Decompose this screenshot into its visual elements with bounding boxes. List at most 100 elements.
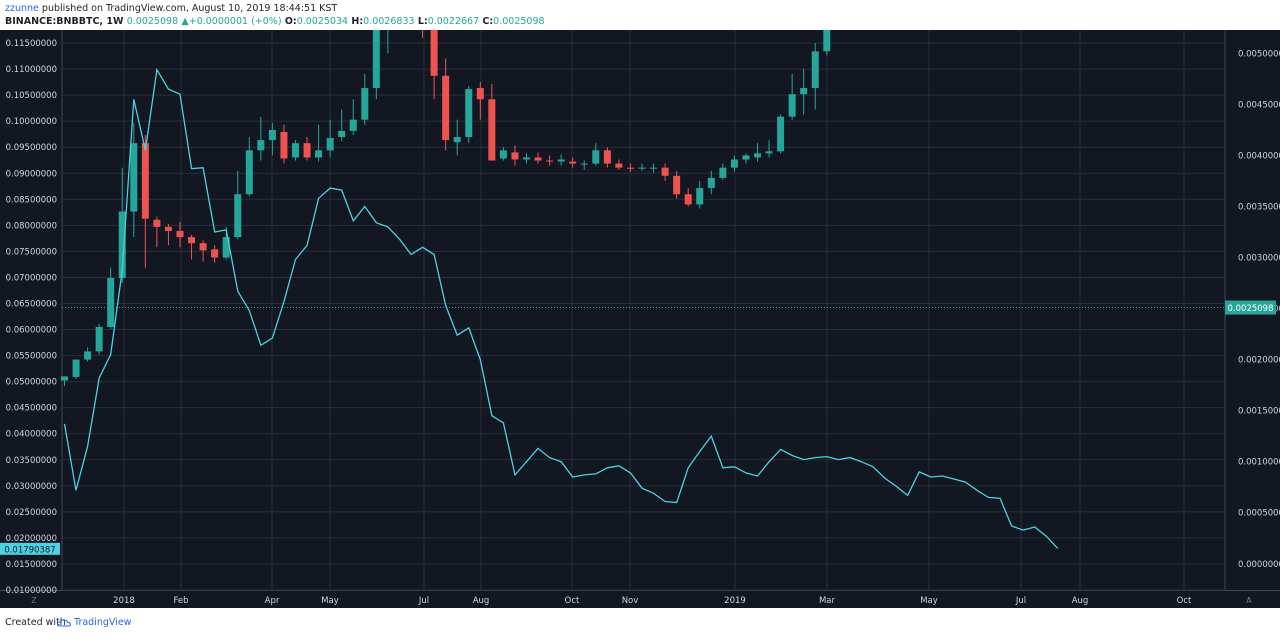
left-tick-label: 0.05500000 xyxy=(6,352,57,362)
left-tick-label: 0.02000000 xyxy=(6,534,57,544)
right-price-badge xyxy=(1225,300,1276,315)
candle-body xyxy=(188,237,196,244)
chart-area[interactable]: 0.11500000 0.11000000 0.10500000 0.10000000… xyxy=(0,0,1280,608)
candle-body xyxy=(696,188,704,205)
candle-body xyxy=(130,143,138,212)
candle-body xyxy=(811,51,819,89)
publish-line: zzunne published on TradingView.com, Aug… xyxy=(5,3,337,14)
right-price-badge-label: 0.0025098 xyxy=(1228,304,1274,314)
candle-body xyxy=(638,167,646,169)
corner-z-label: Z xyxy=(31,596,37,605)
candle-body xyxy=(118,211,126,278)
left-tick-label: 0.01000000 xyxy=(6,586,57,596)
x-tick-label: May xyxy=(321,596,339,606)
low-label: L: xyxy=(417,16,428,27)
candle-body xyxy=(511,152,519,160)
candle-body xyxy=(615,163,623,168)
change-arrow-icon: ▲ xyxy=(181,16,189,27)
candle-body xyxy=(661,167,669,176)
x-tick-label: 2018 xyxy=(113,596,135,606)
candle-body xyxy=(626,167,634,169)
candle-body xyxy=(499,150,507,159)
close-value: 0.0025098 xyxy=(493,16,545,27)
comparison-line xyxy=(63,67,1059,549)
x-tick-label: Jul xyxy=(418,596,429,606)
close-label: C: xyxy=(482,16,494,27)
price-change: +0.0000001 (+0%) xyxy=(188,16,282,27)
x-tick-label: 2019 xyxy=(724,596,746,606)
last-price: 0.0025098 xyxy=(126,16,179,27)
left-price-badge xyxy=(0,542,60,555)
candle-body xyxy=(61,376,68,381)
candle-body xyxy=(372,27,380,89)
left-tick-label: 0.10500000 xyxy=(6,91,57,101)
x-tick-label: Apr xyxy=(265,596,280,606)
candle-body xyxy=(580,163,588,165)
left-tick-label: 0.11000000 xyxy=(6,65,57,75)
candle-body xyxy=(257,140,265,151)
x-tick-label: Feb xyxy=(173,596,188,606)
left-tick-label: 0.11500000 xyxy=(6,39,57,49)
left-price-badge-label: 0.01790387 xyxy=(4,545,55,555)
left-tick-label: 0.05000000 xyxy=(6,378,57,388)
tradingview-logo[interactable]: TradingView xyxy=(57,617,131,628)
candle-body xyxy=(730,159,738,168)
candle-body xyxy=(650,167,658,169)
left-tick-label: 0.06000000 xyxy=(6,326,57,336)
candle-body xyxy=(800,88,808,95)
x-tick-label: Oct xyxy=(565,596,580,606)
candle-body xyxy=(326,138,334,151)
right-tick-label: 0.0000000 xyxy=(1238,560,1280,570)
right-tick-label: 0.0020000 xyxy=(1238,356,1280,366)
created-with-label: Created with xyxy=(5,617,66,628)
candle-body xyxy=(684,194,692,205)
right-tick-label: 0.0005000 xyxy=(1238,509,1280,519)
candle-body xyxy=(199,243,207,251)
candle-body xyxy=(442,75,450,141)
left-tick-label: 0.07500000 xyxy=(6,247,57,257)
candle-body xyxy=(488,99,496,161)
left-tick-label: 0.01500000 xyxy=(6,560,57,570)
left-tick-label: 0.10000000 xyxy=(6,117,57,127)
candle-body xyxy=(95,326,103,352)
candle-body xyxy=(430,27,438,76)
candle-body xyxy=(72,359,80,377)
candle-body xyxy=(338,130,346,138)
candle-body xyxy=(234,194,242,238)
author-link[interactable]: zzunne xyxy=(5,3,39,14)
right-tick-label: 0.0050000 xyxy=(1238,49,1280,59)
left-tick-label: 0.04500000 xyxy=(6,404,57,414)
candle-body xyxy=(719,167,727,178)
candle-body xyxy=(465,89,473,138)
candle-body xyxy=(592,150,600,164)
candle-body xyxy=(557,159,565,162)
candle-body xyxy=(315,150,323,158)
low-value: 0.0022667 xyxy=(427,16,480,27)
candle-body xyxy=(534,157,542,161)
candle-body xyxy=(361,88,369,120)
x-tick-label: Aug xyxy=(1072,596,1089,606)
x-tick-label: May xyxy=(920,596,938,606)
symbol-label: BINANCE:BNBBTC, 1W xyxy=(5,16,124,27)
right-tick-label: 0.0045000 xyxy=(1238,100,1280,110)
x-tick-label: Mar xyxy=(819,596,836,606)
chart-svg[interactable]: 0.11500000 0.11000000 0.10500000 0.10000000… xyxy=(0,0,1280,608)
candle-body xyxy=(164,226,172,231)
candle-body xyxy=(153,219,161,227)
left-tick-label: 0.03500000 xyxy=(6,456,57,466)
candle-body xyxy=(742,155,750,160)
x-tick-label: Aug xyxy=(473,596,490,606)
left-tick-label: 0.07000000 xyxy=(6,273,57,283)
left-tick-label: 0.09000000 xyxy=(6,169,57,179)
corner-a-label: A xyxy=(1246,596,1252,605)
right-tick-label: 0.0030000 xyxy=(1238,254,1280,264)
right-tick-label: 0.0040000 xyxy=(1238,151,1280,161)
open-label: O: xyxy=(284,16,297,27)
candle-body xyxy=(280,131,288,159)
left-tick-label: 0.08000000 xyxy=(6,221,57,231)
chart-header: zzunne published on TradingView.com, Aug… xyxy=(0,0,1280,30)
candle-body xyxy=(176,230,184,238)
cloud-icon xyxy=(57,618,71,626)
candle-body xyxy=(222,237,230,258)
publish-info: published on TradingView.com, August 10,… xyxy=(41,3,338,14)
